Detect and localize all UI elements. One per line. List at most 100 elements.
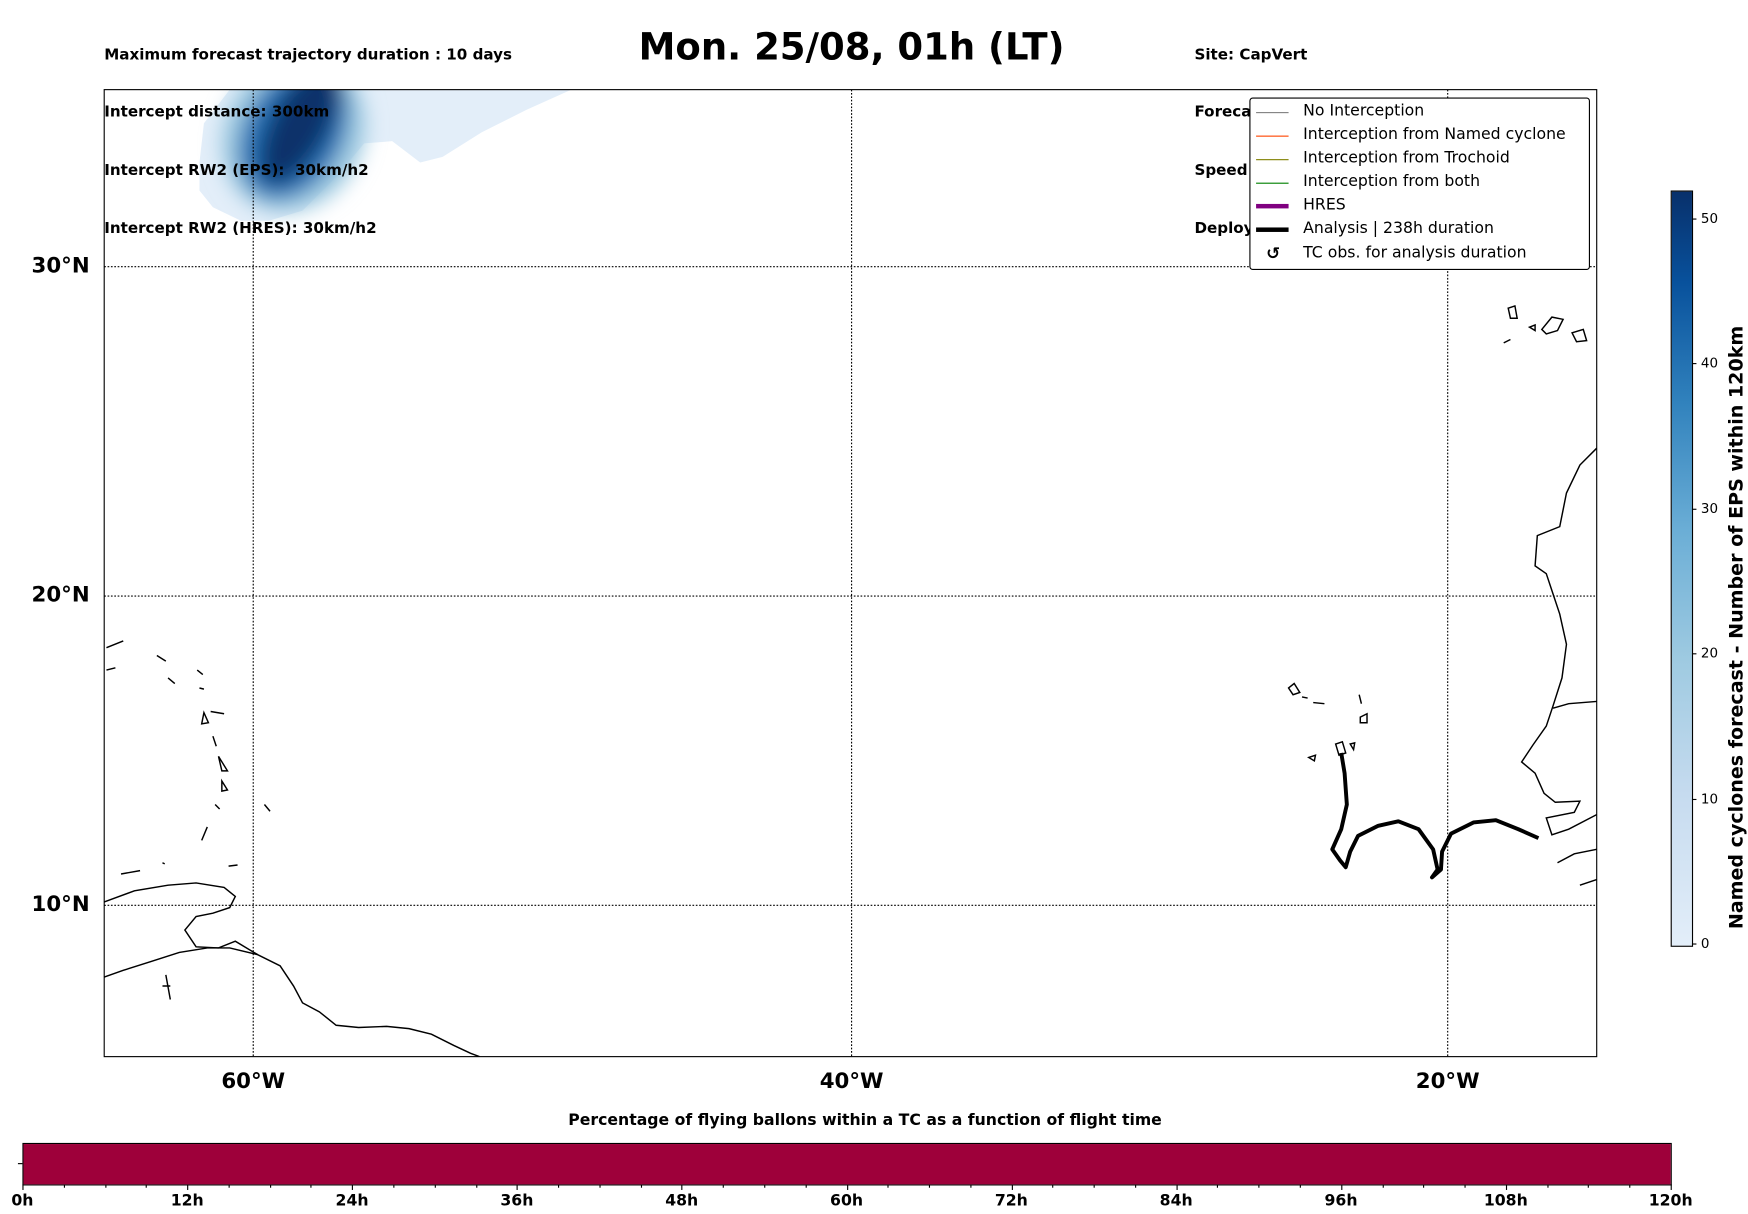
legend-swatch (1256, 112, 1289, 114)
lat-tick-30n: 30°N (31, 253, 90, 278)
bottom-x-tick-mark (1629, 1184, 1631, 1188)
bottom-x-tick-label: 36h (500, 1192, 534, 1211)
colorbar-tick: 40 (1691, 356, 1718, 371)
coastline-cape-verde (1287, 682, 1368, 762)
lon-tick-60w: 60°W (221, 1068, 286, 1094)
bottom-x-tick-mark (310, 1184, 312, 1188)
colorbar-tick-label: 30 (1700, 500, 1719, 517)
bottom-x-tick-mark (722, 1184, 725, 1188)
bottom-x-tick-label: 24h (335, 1192, 369, 1211)
coastline-canary-islands (1503, 304, 1588, 344)
legend-item: Interception from Named cyclone (1250, 124, 1586, 148)
bottom-x-tick-mark (146, 1184, 148, 1188)
legend-label: TC obs. for analysis duration (1303, 244, 1527, 263)
legend: No Interception Interception from Named … (1249, 97, 1590, 271)
bottom-x-tick-mark (928, 1184, 931, 1188)
legend-item: HRES (1250, 195, 1586, 219)
legend-label: No Interception (1303, 101, 1425, 120)
bottom-x-tick-label: 0h (11, 1192, 34, 1211)
bottom-x-tick-mark (970, 1184, 972, 1188)
bottom-x-tick-mark (1588, 1184, 1590, 1188)
header-line: Intercept RW2 (HRES): 30km/h2 (104, 219, 377, 238)
legend-label: Interception from Named cyclone (1303, 125, 1566, 144)
bottom-x-tick-mark (1217, 1184, 1219, 1188)
coastline-caribbean-islands (106, 640, 271, 1000)
colorbar (1670, 190, 1694, 947)
lat-tick-20n: 20°N (31, 582, 90, 608)
bottom-x-tick-mark (22, 1184, 24, 1190)
colorbar-tick-label: 50 (1700, 210, 1719, 227)
bottom-x-tick-label: 84h (1159, 1192, 1193, 1211)
colorbar-tick-label: 20 (1700, 645, 1719, 662)
bottom-x-tick-mark (1299, 1184, 1301, 1188)
bottom-x-tick-mark (1382, 1184, 1384, 1188)
legend-item: ↺ TC obs. for analysis duration (1250, 243, 1586, 267)
legend-label: Analysis | 238h duration (1303, 219, 1494, 238)
colorbar-tick-label: 10 (1700, 790, 1719, 807)
bottom-x-tick-mark (558, 1184, 560, 1188)
tc-obs-marker-icon: ↺ (1266, 243, 1281, 264)
bottom-x-tick-mark (1134, 1184, 1137, 1188)
bottom-x-tick-mark (599, 1184, 601, 1188)
colorbar-tick: 50 (1691, 210, 1719, 227)
bottom-x-tick-mark (805, 1184, 807, 1188)
bottom-x-tick-label: 12h (170, 1192, 204, 1211)
bottom-x-tick-label: 48h (665, 1192, 699, 1211)
bottom-x-tick-mark (1464, 1184, 1466, 1188)
page-title: Mon. 25/08, 01h (LT) (638, 24, 1065, 69)
legend-item: Interception from Trochoid (1250, 148, 1586, 172)
flight-time-bar (22, 1142, 1672, 1186)
colorbar-tick-label: 0 (1700, 935, 1710, 952)
header-line: Maximum forecast trajectory duration : 1… (104, 45, 513, 64)
colorbar-tick: 30 (1691, 500, 1719, 517)
bar-segment (23, 1144, 1671, 1185)
lat-tick-10n: 10°N (31, 891, 90, 917)
coastline-africa (1520, 447, 1597, 886)
bottom-x-tick-mark (393, 1184, 395, 1188)
colorbar-tick: 20 (1691, 645, 1719, 662)
legend-swatch (1256, 227, 1289, 232)
bottom-x-tick-mark (1176, 1184, 1178, 1190)
bottom-x-tick-mark (1423, 1184, 1425, 1188)
analysis-track (1330, 752, 1540, 880)
bottom-x-tick-label: 108h (1483, 1192, 1528, 1211)
legend-swatch (1256, 182, 1289, 184)
bottom-x-tick-mark (1505, 1184, 1507, 1190)
bottom-x-tick-mark (1011, 1184, 1013, 1190)
bottom-chart-title: Percentage of flying ballons within a TC… (568, 1111, 1162, 1130)
legend-swatch (1256, 159, 1289, 161)
bottom-x-tick-mark (640, 1184, 642, 1188)
bottom-x-tick-label: 96h (1324, 1192, 1358, 1211)
bottom-x-tick-mark (846, 1184, 848, 1190)
lon-tick-20w: 20°W (1415, 1068, 1480, 1094)
bottom-x-tick-mark (1052, 1184, 1054, 1188)
legend-item: Analysis | 238h duration (1250, 218, 1586, 242)
colorbar-tick: 0 (1691, 935, 1710, 952)
bottom-y-tick (17, 1163, 23, 1165)
coastline-south-america (104, 947, 480, 1057)
header-line: Intercept distance: 300km (104, 103, 330, 122)
bottom-x-tick-mark (1670, 1184, 1672, 1190)
bottom-x-tick-mark (187, 1184, 189, 1190)
bottom-x-tick-mark (104, 1184, 106, 1188)
legend-swatch (1256, 135, 1289, 137)
bottom-x-tick-mark (764, 1184, 766, 1188)
bottom-x-tick-mark (516, 1184, 519, 1190)
bottom-x-tick-mark (269, 1184, 271, 1188)
legend-item: Interception from both (1250, 171, 1586, 195)
bottom-x-tick-mark (434, 1184, 436, 1188)
bottom-x-tick-mark (887, 1184, 889, 1188)
legend-label: Interception from both (1303, 172, 1481, 191)
bottom-x-tick-label: 60h (830, 1192, 864, 1211)
legend-item: No Interception (1250, 101, 1586, 125)
bottom-x-tick-mark (228, 1184, 230, 1188)
legend-label: Interception from Trochoid (1303, 149, 1510, 167)
bottom-x-tick-mark (1093, 1184, 1095, 1188)
bottom-x-tick-mark (1341, 1184, 1343, 1190)
colorbar-tick: 10 (1691, 790, 1719, 807)
legend-swatch (1256, 203, 1289, 209)
lon-tick-40w: 40°W (819, 1068, 884, 1094)
legend-label: HRES (1303, 196, 1346, 215)
colorbar-label: Named cyclones forecast - Number of EPS … (1725, 325, 1748, 930)
